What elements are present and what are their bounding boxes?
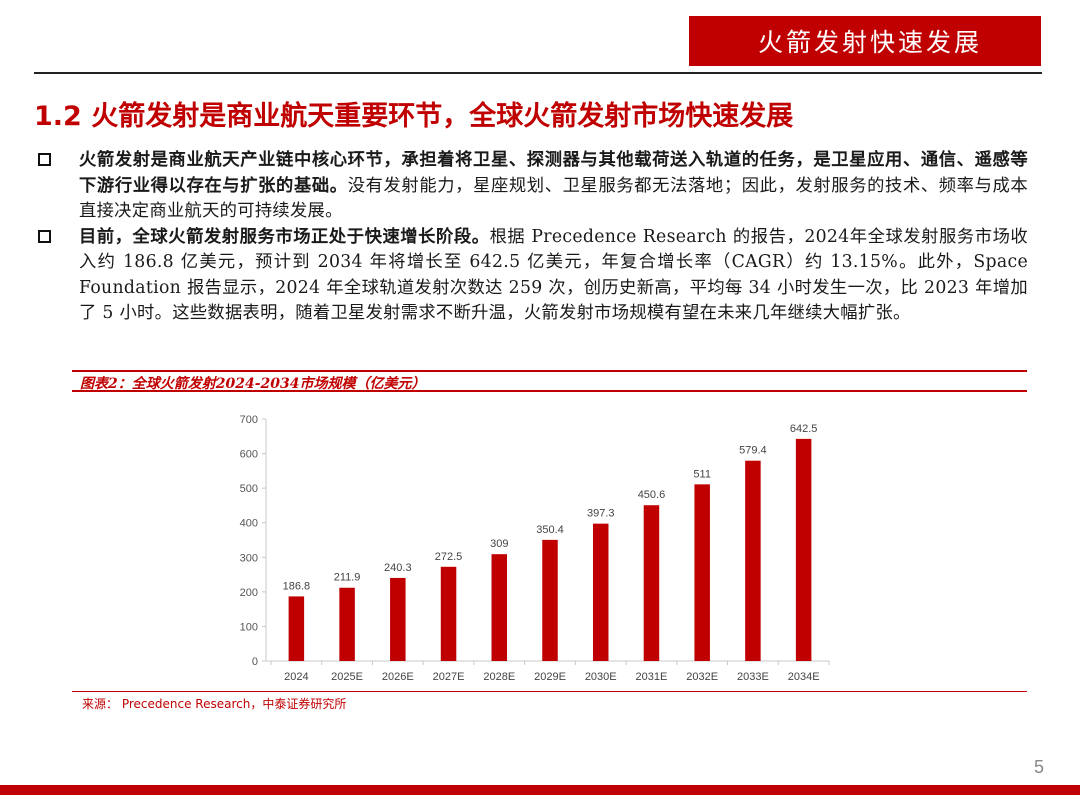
bullet-lead: 火箭发射是商业航天产业链中核心环节，承担着将卫星、探测器与其他载荷送入轨道的任务… <box>79 150 1028 196</box>
category-label: 2024 <box>284 671 308 683</box>
value-label: 309 <box>490 538 508 550</box>
page-number: 5 <box>1034 757 1045 777</box>
bullet-body: 没有发射能力，星座规划、卫星服务都无法落地；因此，发射服务的技术、频率与成本直接… <box>79 175 1028 222</box>
bar-2029E <box>542 539 558 661</box>
square-bullet-icon <box>38 229 51 243</box>
value-label: 579.4 <box>739 445 767 457</box>
square-bullet-icon <box>38 153 51 166</box>
footer-bar <box>0 785 1080 795</box>
bar-2034E <box>795 438 812 661</box>
category-label: 2028E <box>483 671 515 683</box>
header-banner: 火箭发射快速发展 <box>689 16 1041 66</box>
value-label: 511 <box>693 468 711 480</box>
chart-bars <box>288 438 812 661</box>
bar-2027E <box>440 566 457 661</box>
value-label: 240.3 <box>384 562 412 574</box>
category-label: 2026E <box>382 671 414 683</box>
header-divider <box>34 72 1042 74</box>
chart-title: 图表2：全球火箭发射2024-2034市场规模（亿美元） <box>80 376 426 392</box>
bar-2026E <box>390 577 406 661</box>
category-label: 2034E <box>788 671 820 683</box>
bullet-lead: 目前，全球火箭发射服务市场正处于快速增长阶段。 <box>79 226 490 247</box>
y-tick-label: 400 <box>240 518 258 530</box>
value-label: 350.4 <box>536 524 564 536</box>
bullet-item-2: 目前，全球火箭发射服务市场正处于快速增长阶段。根据 Precedence Res… <box>38 225 1028 327</box>
bar-chart: 0 100 200 300 400 500 600 700 186.8 2024 211.9 202… <box>240 414 830 683</box>
category-label: 2029E <box>534 671 566 683</box>
bar-2030E <box>592 523 609 661</box>
category-label: 2033E <box>737 671 769 683</box>
section-title: 1.2 火箭发射是商业航天重要环节，全球火箭发射市场快速发展 <box>34 101 794 132</box>
y-tick-label: 100 <box>240 621 258 633</box>
value-label: 450.6 <box>638 489 666 501</box>
y-tick-label: 500 <box>240 483 258 495</box>
bar-2028E <box>491 554 508 661</box>
value-label: 186.8 <box>283 580 311 592</box>
source-note: 来源： Precedence Research，中泰证券研究所 <box>82 697 347 711</box>
y-tick-label: 600 <box>240 449 258 461</box>
y-tick-label: 0 <box>252 656 258 668</box>
category-label: 2030E <box>585 671 617 683</box>
category-label: 2031E <box>636 671 668 683</box>
bar-2032E <box>694 484 710 661</box>
chart-title-bar: 图表2：全球火箭发射2024-2034市场规模（亿美元） <box>72 370 1027 392</box>
bullet-text: 目前，全球火箭发射服务市场正处于快速增长阶段。根据 Precedence Res… <box>79 225 1028 327</box>
category-label: 2025E <box>331 671 363 683</box>
value-label: 211.9 <box>334 572 361 584</box>
bullet-text: 火箭发射是商业航天产业链中核心环节，承担着将卫星、探测器与其他载荷送入轨道的任务… <box>79 148 1028 225</box>
category-label: 2027E <box>433 671 465 683</box>
y-tick-label: 700 <box>240 414 258 426</box>
category-label: 2032E <box>686 671 718 683</box>
value-label: 272.5 <box>435 551 463 563</box>
bullet-item-1: 火箭发射是商业航天产业链中核心环节，承担着将卫星、探测器与其他载荷送入轨道的任务… <box>38 148 1028 225</box>
bullet-body: 根据 Precedence Research 的报告，2024年全球发射服务市场… <box>79 226 1029 324</box>
y-tick-label: 300 <box>240 552 258 564</box>
value-label: 642.5 <box>790 423 818 435</box>
source-divider <box>72 691 1027 692</box>
bullet-list: 火箭发射是商业航天产业链中核心环节，承担着将卫星、探测器与其他载荷送入轨道的任务… <box>38 148 1028 327</box>
bar-2025E <box>339 587 355 661</box>
y-tick-label: 200 <box>240 587 258 599</box>
bar-2031E <box>643 505 660 661</box>
bar-2024 <box>288 596 305 661</box>
bar-2033E <box>745 460 761 661</box>
value-label: 397.3 <box>587 508 615 520</box>
chart-labels: 186.8 2024 211.9 2025E 240.3 2026E 272.5 2027E 3… <box>283 423 820 683</box>
